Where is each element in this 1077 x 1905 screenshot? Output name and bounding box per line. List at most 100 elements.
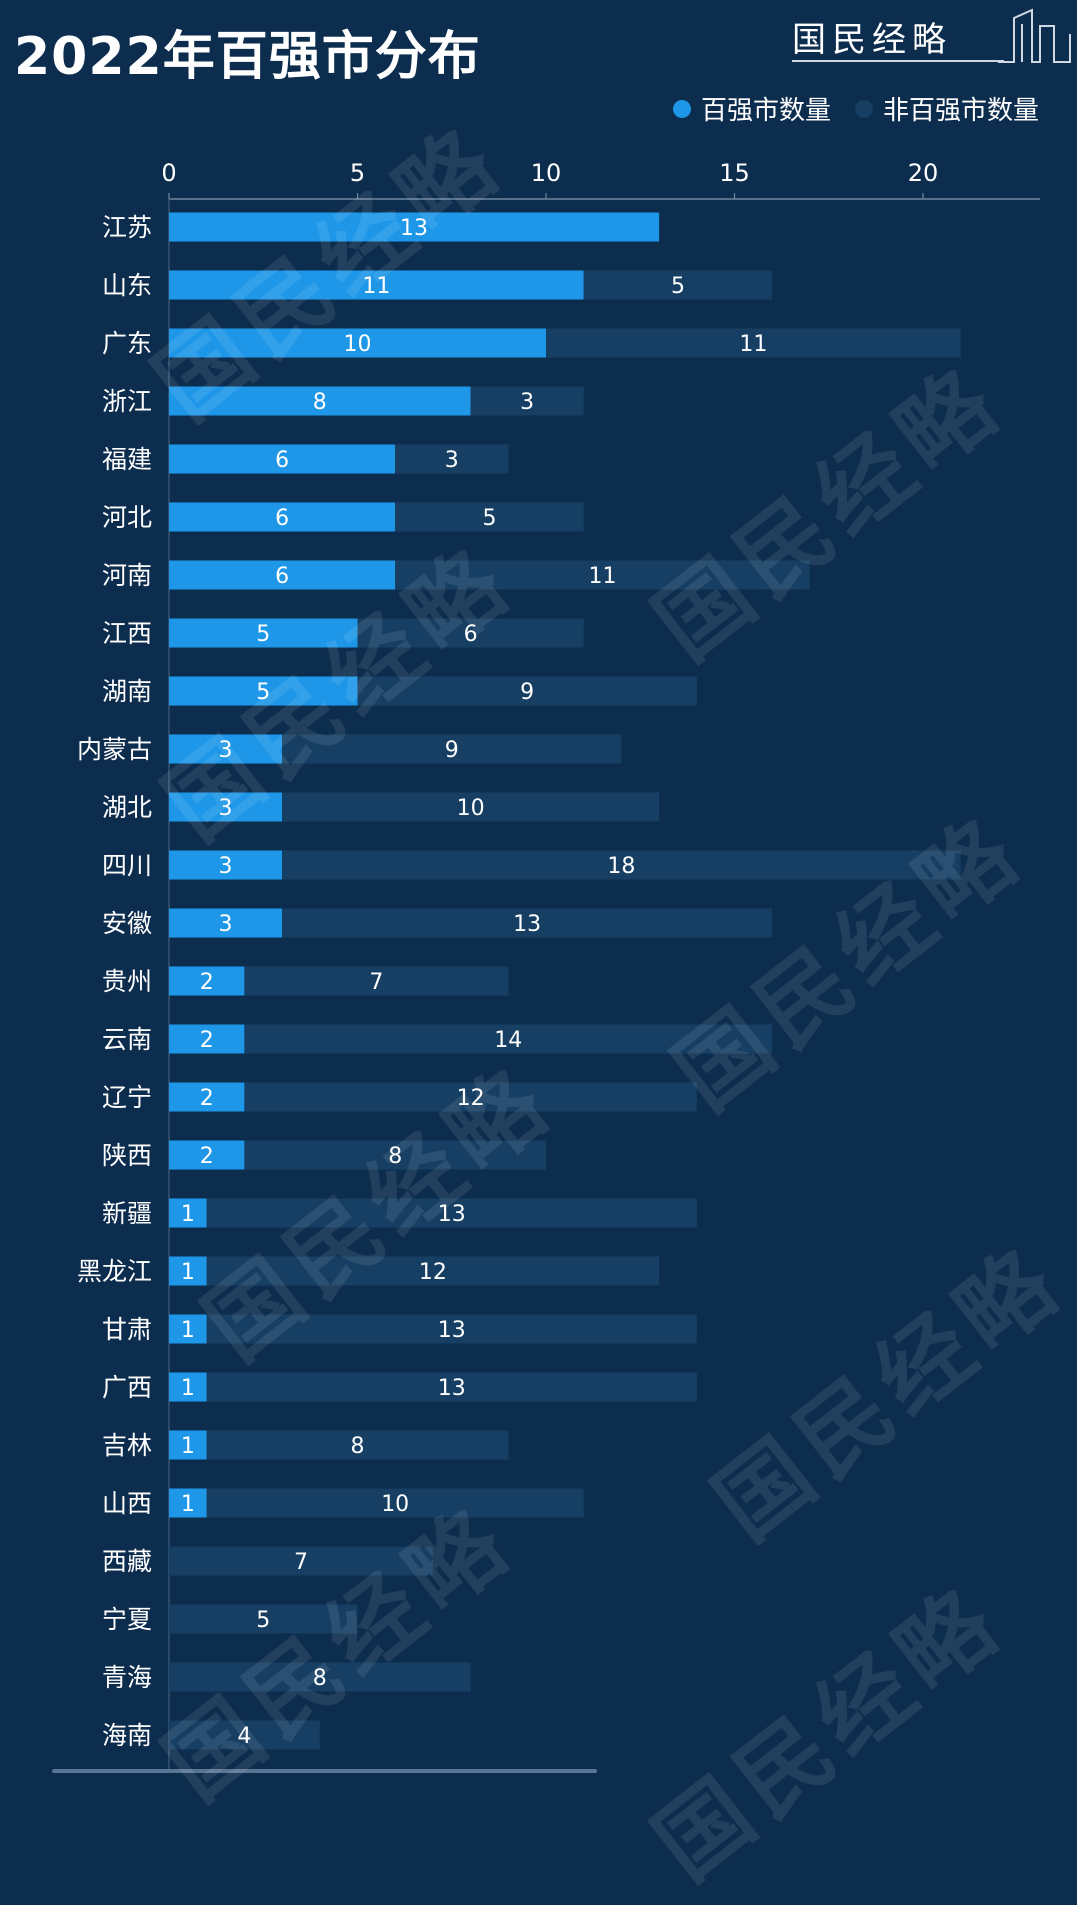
chart-legend: 百强市数量 非百强市数量 xyxy=(672,90,1039,127)
data-label-top100: 10 xyxy=(344,332,372,357)
x-tick-label: 5 xyxy=(350,159,365,187)
y-tick-label: 西藏 xyxy=(102,1547,152,1576)
data-label-top100: 1 xyxy=(181,1260,195,1285)
bar-non-top100 xyxy=(169,1604,358,1634)
bar-non-top100 xyxy=(395,444,509,474)
bar-non-top100 xyxy=(282,792,660,822)
data-label-non-top100: 11 xyxy=(589,564,617,589)
y-tick-label: 广东 xyxy=(102,329,152,358)
y-tick-label: 山西 xyxy=(102,1489,152,1518)
data-label-top100: 2 xyxy=(200,1086,214,1111)
bar-top100 xyxy=(169,676,358,706)
data-label-non-top100: 12 xyxy=(457,1086,485,1111)
bar-top100 xyxy=(169,1256,207,1286)
bar-top100 xyxy=(169,1372,207,1402)
y-tick-label: 吉林 xyxy=(102,1431,152,1460)
y-tick-label: 青海 xyxy=(102,1663,152,1692)
bar-non-top100 xyxy=(583,270,773,300)
data-label-non-top100: 8 xyxy=(388,1144,402,1169)
data-label-non-top100: 3 xyxy=(520,390,534,415)
y-tick-label: 广西 xyxy=(102,1373,152,1402)
data-label-top100: 6 xyxy=(275,506,289,531)
data-label-non-top100: 13 xyxy=(438,1318,466,1343)
data-label-top100: 1 xyxy=(181,1202,195,1227)
data-label-top100: 8 xyxy=(313,390,327,415)
bar-non-top100 xyxy=(206,1198,697,1228)
page-title: 2022年百强市分布 xyxy=(14,27,481,87)
bar-non-top100 xyxy=(395,502,584,532)
data-label-top100: 1 xyxy=(181,1376,195,1401)
bar-top100 xyxy=(169,1082,245,1112)
y-tick-label: 湖北 xyxy=(102,793,152,822)
bar-top100 xyxy=(169,328,546,358)
legend-item-top100[interactable]: 百强市数量 xyxy=(672,90,831,127)
bar-top100 xyxy=(169,1198,207,1228)
y-tick-label: 甘肃 xyxy=(102,1315,152,1344)
bar-non-top100 xyxy=(169,1546,433,1576)
legend-swatch-top100 xyxy=(672,99,691,118)
bar-top100 xyxy=(169,618,358,648)
legend-label-non-top100: 非百强市数量 xyxy=(882,96,1039,126)
y-tick-label: 江西 xyxy=(102,619,152,648)
bar-top100 xyxy=(169,1488,207,1518)
y-tick-label: 山东 xyxy=(102,271,152,300)
x-tick-label: 15 xyxy=(719,159,750,187)
bar-non-top100 xyxy=(206,1314,697,1344)
data-label-top100: 11 xyxy=(362,274,390,299)
data-label-non-top100: 5 xyxy=(482,506,496,531)
data-label-non-top100: 9 xyxy=(520,680,534,705)
legend-item-non-top100[interactable]: 非百强市数量 xyxy=(854,90,1039,127)
y-tick-label: 浙江 xyxy=(102,387,152,416)
y-tick-label: 安徽 xyxy=(102,909,152,938)
data-label-non-top100: 13 xyxy=(513,912,541,937)
data-label-top100: 2 xyxy=(200,1028,214,1053)
bar-non-top100 xyxy=(244,1140,546,1170)
bar-non-top100 xyxy=(244,1082,697,1112)
bar-top100 xyxy=(169,734,283,764)
bar-non-top100 xyxy=(282,850,961,880)
legend-label-top100: 百强市数量 xyxy=(700,96,831,126)
y-tick-label: 新疆 xyxy=(102,1199,152,1228)
data-label-non-top100: 6 xyxy=(464,622,478,647)
data-label-non-top100: 3 xyxy=(445,448,459,473)
bar-top100 xyxy=(169,212,660,242)
data-label-top100: 1 xyxy=(181,1434,195,1459)
y-tick-label: 宁夏 xyxy=(102,1605,152,1634)
data-label-non-top100: 13 xyxy=(438,1376,466,1401)
brand-name: 国民经略 xyxy=(792,20,952,60)
x-tick-label: 20 xyxy=(908,159,939,187)
y-tick-label: 内蒙古 xyxy=(77,735,152,764)
bar-non-top100 xyxy=(395,560,810,590)
y-tick-label: 黑龙江 xyxy=(77,1257,152,1286)
y-tick-label: 河北 xyxy=(102,503,152,532)
logo-underline xyxy=(792,60,1004,62)
data-label-non-top100: 5 xyxy=(671,274,685,299)
bar-non-top100 xyxy=(282,734,622,764)
x-tick-label: 10 xyxy=(531,159,562,187)
bar-non-top100 xyxy=(546,328,961,358)
bar-top100 xyxy=(169,1140,245,1170)
data-label-top100: 13 xyxy=(400,216,428,241)
data-label-non-top100: 4 xyxy=(237,1724,251,1749)
bar-top100 xyxy=(169,386,471,416)
data-label-non-top100: 7 xyxy=(294,1550,308,1575)
data-label-top100: 3 xyxy=(219,738,233,763)
y-tick-label: 四川 xyxy=(102,851,152,880)
data-label-non-top100: 10 xyxy=(457,796,485,821)
bar-top100 xyxy=(169,908,283,938)
y-tick-label: 云南 xyxy=(102,1025,152,1054)
data-label-non-top100: 5 xyxy=(256,1608,270,1633)
data-label-top100: 1 xyxy=(181,1492,195,1517)
bar-top100 xyxy=(169,792,283,822)
bar-non-top100 xyxy=(244,1024,773,1054)
bar-top100 xyxy=(169,1314,207,1344)
data-label-non-top100: 12 xyxy=(419,1260,447,1285)
bar-non-top100 xyxy=(357,618,584,648)
y-tick-label: 湖南 xyxy=(102,677,152,706)
bar-non-top100 xyxy=(206,1488,584,1518)
data-label-top100: 3 xyxy=(219,912,233,937)
bar-top100 xyxy=(169,966,245,996)
data-label-top100: 5 xyxy=(256,680,270,705)
y-tick-label: 江苏 xyxy=(102,213,152,242)
bar-non-top100 xyxy=(206,1430,509,1460)
